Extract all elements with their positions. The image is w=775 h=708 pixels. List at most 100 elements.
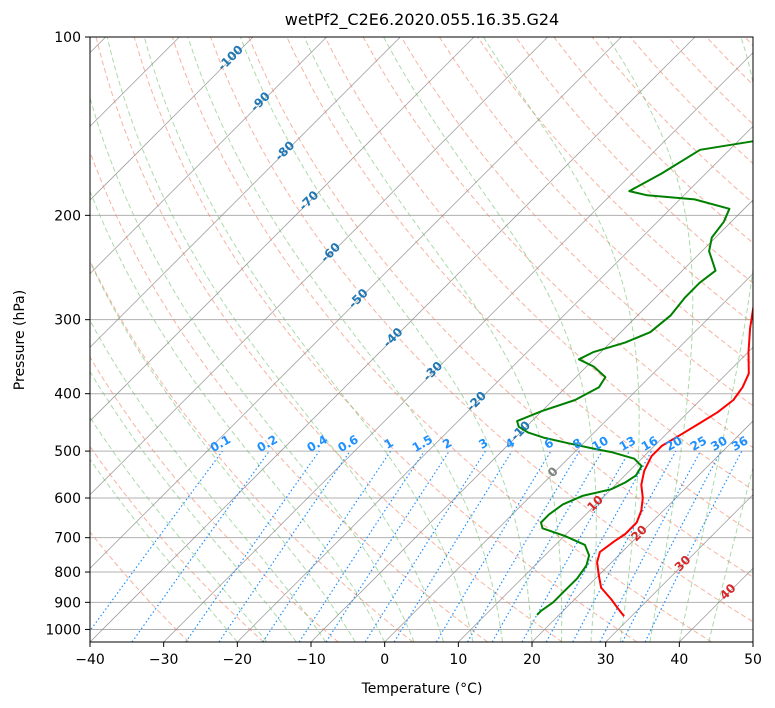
moist-adiabat — [239, 37, 533, 642]
dry-adiabat-label: 10 — [584, 493, 606, 515]
mixing-ratio-line — [644, 450, 743, 642]
dry-adiabat — [362, 37, 753, 449]
series-lines — [516, 140, 753, 617]
x-tick-label: 20 — [523, 652, 541, 668]
mixing-ratio-label: 8 — [570, 435, 584, 451]
moist-adiabat — [90, 416, 268, 642]
isotherm-line — [90, 37, 401, 348]
x-axis-label: Temperature (°C) — [361, 681, 483, 697]
moist-adiabat — [383, 37, 597, 642]
moist-adiabat — [187, 37, 503, 642]
mixing-ratio-line — [90, 450, 223, 632]
isotherm-line — [90, 37, 254, 201]
plot-frame — [89, 36, 754, 643]
isotherm-line — [237, 125, 753, 642]
mixing-ratio-label: 0.6 — [335, 432, 360, 455]
y-tick-label: 300 — [54, 313, 81, 329]
dry-adiabat — [248, 37, 753, 578]
dry-adiabat — [706, 37, 753, 86]
x-tick-label: 10 — [449, 652, 467, 668]
mixing-ratio-line — [262, 450, 392, 642]
isotherm-line — [384, 273, 753, 642]
temperature-profile — [596, 303, 753, 617]
background-lines — [90, 37, 753, 642]
dry-adiabat — [171, 37, 712, 642]
dry-adiabat-label: -20 — [464, 389, 489, 414]
y-tick-label: 400 — [54, 387, 81, 403]
x-tick-label: 40 — [670, 652, 688, 668]
x-tick-label: 50 — [744, 652, 762, 668]
dry-adiabat — [400, 37, 753, 407]
mixing-ratio-line — [298, 450, 425, 642]
mixing-ratio-line — [393, 450, 513, 642]
isotherm-line — [90, 37, 622, 569]
mixing-ratio-label: 0.4 — [305, 432, 330, 455]
dry-adiabat — [515, 37, 753, 284]
moist-adiabat — [678, 37, 753, 642]
mixing-ratio-line — [325, 450, 450, 642]
isotherm-line — [90, 37, 475, 422]
dry-adiabat — [210, 37, 753, 623]
moist-adiabat — [90, 458, 238, 642]
mixing-ratio-line — [572, 450, 677, 642]
moist-adiabat — [303, 37, 563, 642]
mixing-ratio-label: 1 — [382, 435, 396, 451]
dry-adiabat-label: -30 — [420, 359, 445, 384]
mixing-ratio-label: 0.1 — [208, 432, 233, 455]
dry-adiabat-label: 40 — [717, 581, 739, 603]
isotherm-line — [679, 567, 753, 642]
isotherm-line — [531, 420, 753, 642]
axes: −40 −30 −20 −10 0 10 20 30 40 5010020030040050060… — [45, 30, 762, 668]
isotherm-line — [90, 37, 327, 275]
dry-adiabat — [90, 445, 264, 642]
isotherm-line — [605, 494, 753, 642]
x-tick-label: −20 — [223, 652, 253, 668]
isotherm-line — [163, 52, 753, 642]
isotherm-line — [90, 37, 696, 642]
mixing-ratio-line — [218, 450, 351, 642]
isotherm-line — [458, 346, 753, 642]
dry-adiabat — [438, 37, 753, 366]
isotherm-line — [752, 641, 753, 642]
isotherm-line — [90, 37, 548, 496]
mixing-ratio-label: 0.2 — [255, 432, 280, 455]
y-tick-label: 700 — [54, 531, 81, 547]
line-labels: 0.1 0.2 0.4 0.6 1 1.5 2 3 4 6 8 10 13 16 20 25 30 36-100-… — [208, 42, 751, 602]
moist-adiabat — [106, 37, 445, 642]
dry-adiabat — [90, 356, 339, 642]
dry-adiabat — [90, 531, 190, 642]
mixing-ratio-line — [185, 450, 320, 642]
dry-adiabat-label: -70 — [296, 188, 321, 213]
moist-adiabat — [90, 189, 386, 642]
dry-adiabat — [591, 37, 753, 204]
mixing-ratio-line — [466, 450, 580, 642]
mixing-ratio-line — [599, 450, 702, 642]
moist-adiabat — [708, 466, 753, 642]
y-tick-label: 200 — [54, 208, 81, 224]
dry-adiabat-label: -90 — [248, 89, 273, 114]
moist-adiabat — [482, 37, 640, 642]
mixing-ratio-line — [521, 450, 631, 642]
dewpoint-profile — [516, 140, 753, 616]
mixing-ratio-line — [545, 450, 653, 642]
dry-adiabat — [668, 37, 753, 125]
mixing-ratio-label: 1.5 — [410, 432, 435, 455]
dry-adiabat-label: -80 — [272, 138, 297, 163]
moist-adiabat — [90, 260, 356, 642]
dry-adiabat — [90, 150, 488, 642]
dry-adiabat-label: -50 — [346, 286, 371, 311]
y-tick-label: 1000 — [45, 622, 81, 638]
mixing-ratio-label: 2 — [440, 435, 454, 451]
x-tick-label: −40 — [75, 652, 105, 668]
mixing-ratio-line — [131, 450, 270, 642]
moist-adiabat — [143, 37, 474, 642]
dry-adiabat — [95, 37, 563, 642]
y-tick-label: 600 — [54, 491, 81, 507]
dry-adiabat-label: -40 — [380, 325, 405, 350]
x-tick-label: 0 — [380, 652, 389, 668]
dry-adiabat — [133, 37, 638, 642]
chart-title: wetPf2_C2E6.2020.055.16.35.G24 — [285, 10, 559, 30]
dry-adiabat — [90, 259, 414, 642]
y-tick-label: 900 — [54, 595, 81, 611]
